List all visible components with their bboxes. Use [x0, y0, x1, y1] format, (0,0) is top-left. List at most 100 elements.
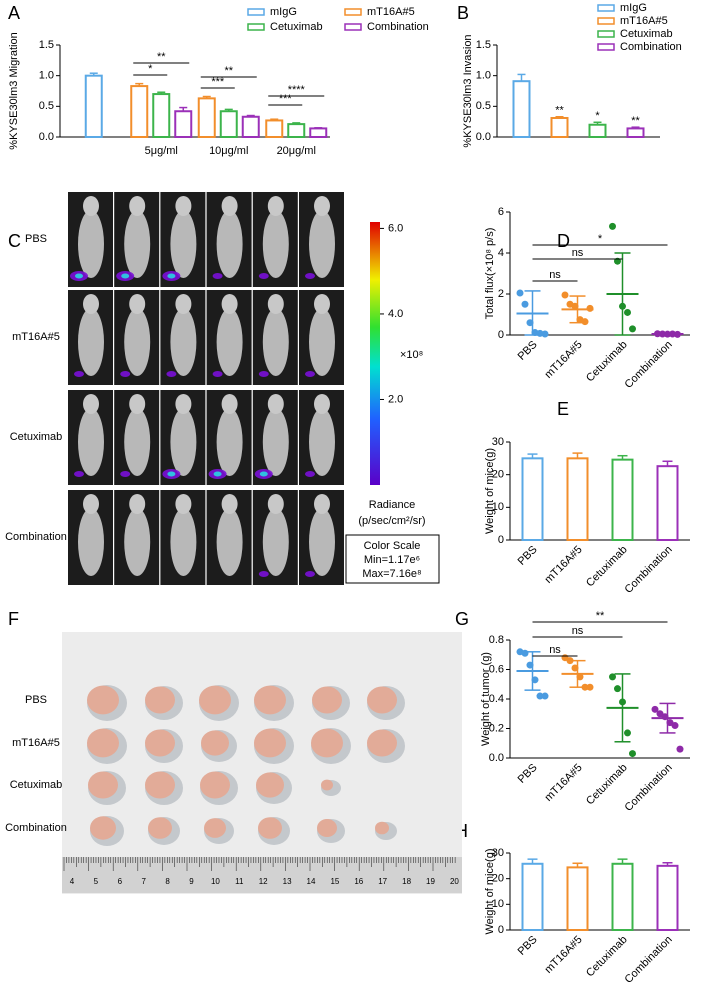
data-point	[624, 729, 631, 737]
tumor	[87, 685, 119, 715]
mouse-head	[267, 494, 284, 514]
bar	[626, 127, 645, 138]
mouse-head	[221, 394, 238, 414]
signal	[258, 273, 269, 279]
x-tick-label: mT16A#5	[542, 544, 584, 586]
tumor	[201, 730, 229, 756]
signal	[212, 371, 223, 377]
mouse-head	[314, 494, 330, 514]
bar	[174, 110, 193, 138]
signal	[120, 471, 131, 477]
y-tick-label: 0	[498, 924, 504, 936]
signal	[305, 371, 315, 377]
colorbar-tick-label: 6.0	[388, 222, 403, 234]
y-axis-label: %KYSE30lm3 Migration	[8, 32, 20, 149]
significance-label: **	[631, 115, 640, 127]
ruler-label: 11	[235, 877, 244, 886]
tumor	[254, 685, 286, 715]
ruler-label: 16	[354, 877, 363, 886]
bar	[611, 862, 634, 932]
ruler-label: 18	[402, 877, 411, 886]
ruler-label: 4	[70, 877, 75, 886]
bar	[521, 862, 544, 932]
x-tick-label: PBS	[516, 762, 540, 786]
legend-label: Cetuximab	[620, 28, 673, 40]
mouse-head	[129, 394, 146, 414]
x-tick-label: Combination	[623, 762, 675, 814]
signal	[121, 273, 130, 279]
significance-label: ns	[549, 269, 561, 281]
bar	[566, 866, 589, 932]
signal	[166, 371, 177, 377]
tumor	[367, 729, 397, 757]
data-point	[516, 289, 524, 297]
y-tick-label: 0.0	[476, 131, 491, 143]
y-tick-label: 30	[492, 436, 504, 448]
ruler-label: 10	[211, 877, 220, 886]
mouse-head	[129, 196, 146, 216]
y-tick-label: 1.5	[476, 39, 491, 51]
mouse-body	[309, 408, 335, 476]
significance-label: *	[148, 63, 153, 75]
color-scale-text: Color Scale	[364, 540, 421, 552]
data-point	[676, 745, 684, 753]
row-label: Combination	[5, 531, 67, 543]
mouse-body	[216, 508, 243, 576]
y-tick-label: 0.5	[39, 100, 54, 112]
mouse-head	[221, 196, 238, 216]
ruler-label: 15	[330, 877, 339, 886]
x-tick-label: 5μg/ml	[145, 145, 178, 157]
significance-label: ns	[572, 247, 584, 259]
signal	[167, 273, 176, 279]
ruler-label: 6	[118, 877, 123, 886]
mouse-head	[314, 394, 330, 414]
y-tick-label: 6	[498, 206, 504, 218]
mouse-head	[221, 294, 238, 314]
y-tick-label: 0.8	[489, 634, 504, 646]
mouse-head	[314, 294, 330, 314]
legend-swatch	[247, 23, 265, 31]
signal	[258, 371, 269, 377]
y-tick-label: 0.5	[476, 100, 491, 112]
significance-label: *	[598, 233, 603, 245]
significance-label: **	[596, 610, 605, 622]
legend-swatch	[247, 8, 265, 16]
data-point	[541, 330, 549, 338]
data-point	[609, 673, 616, 681]
x-tick-label: mT16A#5	[542, 934, 584, 976]
signal	[259, 471, 268, 477]
x-tick-label: mT16A#5	[542, 339, 584, 381]
y-tick-label: 1.5	[39, 39, 54, 51]
signal	[75, 273, 83, 279]
mouse-body	[216, 210, 243, 278]
ruler-label: 9	[189, 877, 194, 886]
x-tick-label: PBS	[516, 544, 540, 568]
mouse-body	[170, 210, 197, 278]
x-tick-label: Combination	[623, 544, 675, 596]
bar	[521, 457, 544, 542]
y-axis-label: %KYSE30lm3 Invasion	[462, 34, 474, 147]
y-tick-label: 20	[492, 873, 504, 885]
tumor	[87, 728, 119, 758]
mouse-body	[262, 210, 289, 278]
significance-label: **	[157, 51, 166, 63]
data-point	[651, 705, 659, 713]
bar	[656, 465, 679, 542]
row-label: Cetuximab	[10, 779, 63, 791]
y-tick-label: 0	[498, 534, 504, 546]
mouse-body	[124, 508, 151, 576]
ruler-label: 5	[94, 877, 99, 886]
radiance-label: Radiance	[369, 499, 415, 511]
data-point	[629, 325, 636, 333]
mouse-body	[216, 408, 243, 476]
signal	[167, 471, 176, 477]
bar	[566, 457, 589, 542]
bar	[287, 123, 306, 139]
data-point	[521, 649, 529, 657]
mouse-head	[83, 494, 99, 514]
panel-label: B	[457, 3, 469, 23]
tumor	[204, 818, 226, 838]
mouse-body	[262, 508, 289, 576]
mouse-head	[129, 494, 146, 514]
data-point	[624, 308, 631, 316]
